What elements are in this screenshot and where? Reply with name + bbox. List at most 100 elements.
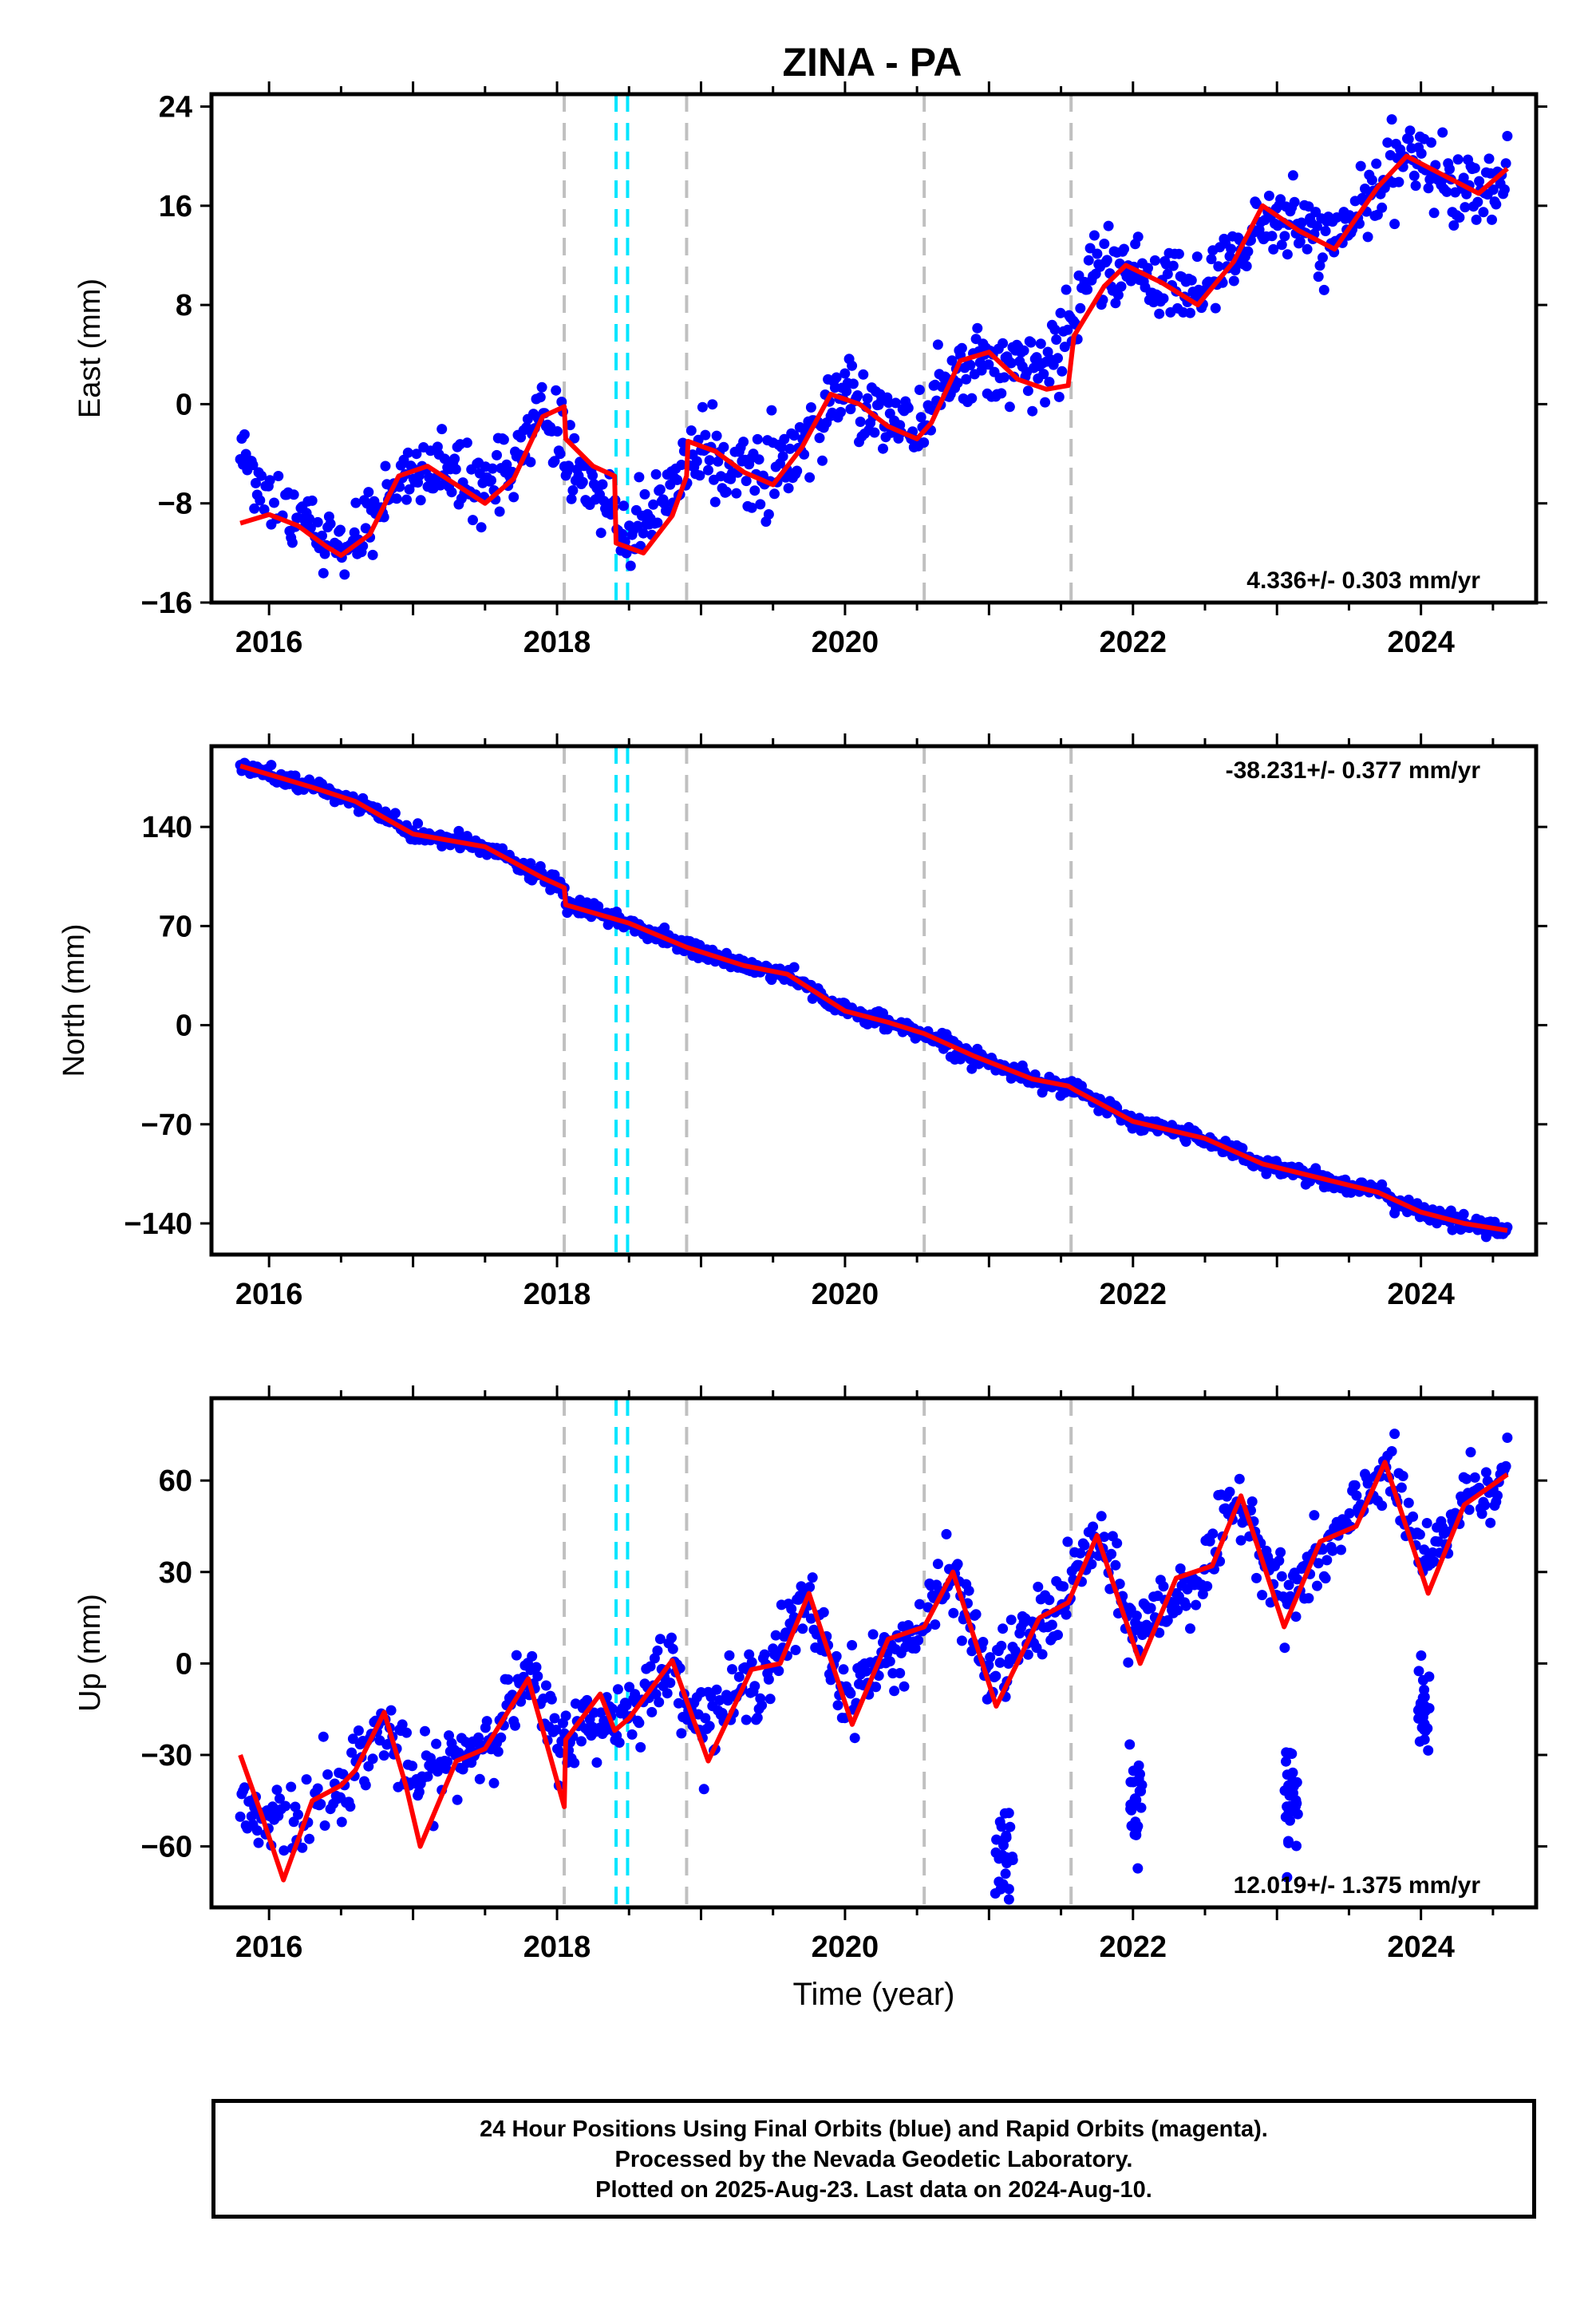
east-data-point <box>1185 307 1195 318</box>
up-outlier-point <box>990 1847 1001 1858</box>
up-data-point <box>1096 1511 1107 1522</box>
east-data-point <box>1059 342 1070 353</box>
east-data-point <box>703 464 713 476</box>
up-data-point <box>413 1786 425 1797</box>
up-data-point <box>1207 1528 1219 1539</box>
up-outlier-point <box>1129 1829 1140 1840</box>
east-data-point <box>363 487 374 498</box>
up-data-point <box>985 1652 996 1663</box>
up-data-point <box>407 1761 418 1772</box>
up-data-point <box>551 1725 562 1735</box>
up-data-point <box>492 1746 504 1757</box>
up-ytick-label: −30 <box>141 1739 192 1773</box>
up-data-point <box>367 1753 378 1765</box>
up-data-point <box>804 1582 816 1593</box>
east-data-point <box>869 427 880 438</box>
east-data-point <box>264 475 275 486</box>
up-outlier-point <box>1125 1777 1136 1788</box>
up-data-point <box>645 1661 656 1672</box>
up-data-point <box>1403 1497 1414 1508</box>
east-data-point <box>1162 268 1173 279</box>
east-data-point <box>1119 243 1129 255</box>
east-data-point <box>788 430 800 441</box>
up-data-point <box>1058 1581 1069 1592</box>
up-data-point <box>654 1634 666 1645</box>
east-data-point <box>1044 377 1055 388</box>
east-data-point <box>1022 385 1033 397</box>
up-data-point <box>1191 1599 1202 1611</box>
up-data-point <box>315 1799 326 1809</box>
east-panel: −16 −8 0 8 16 24 2016 2018 2020 2022 2024 East (mm)… <box>73 81 1547 659</box>
east-data-point <box>335 524 346 536</box>
up-data-point <box>1313 1558 1324 1569</box>
up-outlier-point <box>1000 1868 1011 1879</box>
up-outlier-point <box>1003 1894 1014 1905</box>
up-data-point <box>1086 1559 1097 1570</box>
east-data-point <box>318 567 329 579</box>
up-data-point <box>994 1657 1005 1668</box>
east-data-point <box>1099 239 1110 249</box>
north-data-point <box>1458 1208 1469 1219</box>
up-data-point <box>239 1782 250 1793</box>
up-data-point <box>595 1707 606 1718</box>
east-data-point <box>952 377 963 389</box>
east-data-point <box>461 437 472 449</box>
up-data-point <box>1251 1572 1262 1583</box>
north-data-point <box>788 962 800 973</box>
up-data-point <box>932 1559 943 1570</box>
east-data-point <box>1055 307 1066 318</box>
east-data-point <box>836 406 846 417</box>
up-data-point <box>1377 1500 1388 1512</box>
east-position-points <box>235 114 1513 580</box>
east-data-point <box>697 401 708 413</box>
up-data-point <box>1321 1555 1333 1566</box>
east-data-point <box>691 456 702 467</box>
east-data-point <box>1460 202 1471 213</box>
east-data-point <box>763 509 774 520</box>
up-data-point <box>612 1684 623 1695</box>
up-data-point <box>832 1700 843 1711</box>
up-outlier-point <box>1416 1650 1427 1661</box>
up-data-point <box>700 1713 711 1724</box>
east-data-point <box>983 359 994 370</box>
up-data-point <box>889 1686 900 1697</box>
up-data-point <box>614 1737 625 1748</box>
east-data-point <box>1371 158 1382 169</box>
up-data-point <box>895 1668 906 1678</box>
east-data-point <box>367 549 378 560</box>
up-data-point <box>1046 1619 1057 1630</box>
up-data-point <box>1351 1490 1362 1501</box>
up-data-point <box>1396 1482 1407 1493</box>
up-data-point <box>360 1780 371 1791</box>
east-data-point <box>1143 263 1153 274</box>
east-data-point <box>1103 220 1114 231</box>
east-data-point <box>1428 207 1440 219</box>
east-data-point <box>256 470 267 481</box>
up-outlier-point <box>1001 1830 1012 1841</box>
up-outlier-point <box>1125 1804 1136 1815</box>
east-data-point <box>946 355 958 366</box>
east-data-point <box>625 560 636 571</box>
up-data-point <box>1502 1433 1513 1443</box>
up-xtick-label: 2020 <box>812 1931 879 1964</box>
up-data-point <box>1480 1467 1491 1478</box>
up-outlier-point <box>1419 1691 1430 1702</box>
up-data-point <box>1485 1517 1496 1528</box>
east-data-point <box>721 486 732 497</box>
up-data-point <box>397 1719 408 1730</box>
east-data-point <box>1377 202 1388 213</box>
east-model-curve <box>239 153 1509 558</box>
east-ytick-label: −16 <box>141 587 192 620</box>
east-data-point <box>273 471 284 481</box>
up-data-point <box>626 1729 638 1740</box>
east-data-point <box>672 474 683 485</box>
up-data-point <box>1110 1559 1121 1571</box>
up-data-point <box>473 1732 484 1743</box>
east-data-point <box>498 434 509 445</box>
east-data-point <box>404 484 415 495</box>
east-data-point <box>494 506 505 517</box>
east-plot-frame <box>209 92 1539 605</box>
east-data-point <box>1313 271 1324 283</box>
up-data-point <box>652 1645 663 1656</box>
